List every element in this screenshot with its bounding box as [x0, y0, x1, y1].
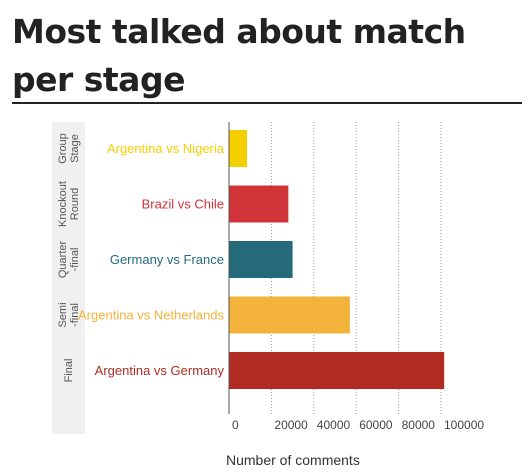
x-tick-label: 80000	[402, 418, 436, 432]
x-axis-label: Number of comments	[226, 452, 360, 468]
title-divider	[12, 102, 522, 104]
stage-label-line: Quarter	[57, 241, 69, 279]
category-label: Argentina vs Nigeria	[107, 141, 225, 156]
stage-label: Final	[63, 359, 75, 383]
page-title: Most talked about match per stage	[12, 12, 466, 99]
bar	[229, 296, 350, 334]
bar	[229, 130, 248, 167]
stage-label: Quarter -final	[57, 241, 81, 279]
stage-label: Group Stage	[57, 133, 81, 164]
x-tick-label: 0	[232, 418, 239, 432]
stage-label: Semi -final	[57, 302, 81, 327]
bar	[229, 241, 293, 278]
stage-band	[52, 122, 85, 434]
bar	[229, 352, 445, 389]
bar	[229, 185, 289, 223]
stage-label-line: Semi	[57, 302, 69, 327]
category-label: Brazil vs Chile	[142, 197, 224, 212]
x-tick-label: 60000	[359, 418, 393, 432]
stage-label-line: -final	[69, 248, 81, 272]
category-label: Argentina vs Netherlands	[78, 308, 224, 323]
x-tick-label: 40000	[317, 418, 351, 432]
stage-label-line: -final	[69, 303, 81, 327]
stage-label-line: Round	[69, 188, 81, 220]
stage-label-line: Stage	[69, 134, 81, 163]
stage-label-line: Group	[57, 133, 69, 164]
category-label: Germany vs France	[110, 252, 224, 267]
stage-label-line: Final	[63, 359, 75, 383]
stage-label: Knockout Round	[57, 181, 81, 227]
x-tick-label: 20000	[274, 418, 308, 432]
x-tick-label: 100000	[444, 418, 484, 432]
category-label: Argentina vs Germany	[95, 363, 225, 378]
stage-label-line: Knockout	[57, 181, 69, 227]
